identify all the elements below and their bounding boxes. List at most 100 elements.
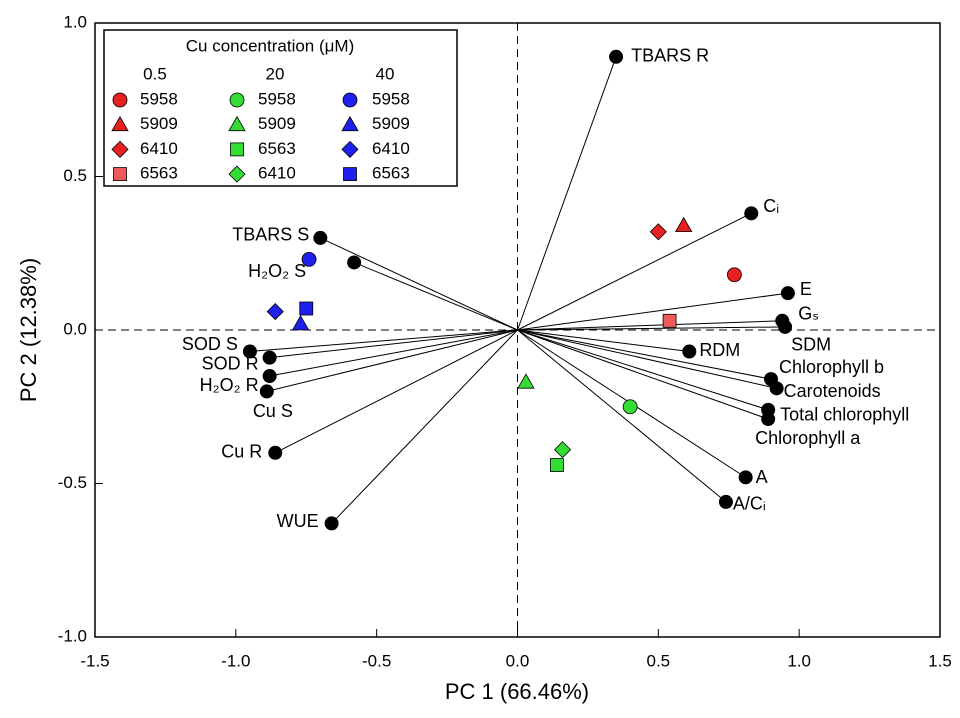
legend-label: 5958 [140,89,178,108]
y-axis-label: PC 2 (12.38%) [16,258,41,402]
loading-point [780,286,795,301]
loading-vector [517,329,727,503]
legend-label: 6410 [140,139,178,158]
x-axis-label: PC 1 (66.46%) [445,679,589,704]
loading-point [347,255,362,270]
legend-group-label: 20 [266,64,285,83]
loading-label: TBARS R [631,46,709,66]
loading-vector [517,292,788,331]
score-point [550,458,564,472]
loading-label: Cᵢ [763,196,779,216]
legend-marker [113,167,127,182]
loading-label: A [756,467,768,487]
loading-vector [320,237,518,331]
x-tick-label: -1.5 [80,651,109,670]
loading-point [761,412,776,427]
loading-point [259,384,274,399]
loading-vector [517,326,786,331]
loading-label: WUE [277,511,319,531]
loading-vector [266,329,518,392]
loading-label: Total chlorophyll [780,405,909,425]
legend-marker [342,92,358,108]
loading-vector [517,329,772,380]
loading-vector [517,329,769,411]
score-point [517,373,535,389]
loading-point [262,350,277,365]
x-tick-label: 0.0 [506,651,530,670]
y-tick-label: 1.0 [63,12,87,31]
loading-vector [275,329,518,454]
legend-marker [111,140,129,158]
loading-point [744,206,759,221]
score-point [674,216,693,233]
legend-label: 6410 [258,164,296,183]
x-tick-label: 1.5 [928,651,952,670]
loading-vector [517,329,777,389]
loading-point [262,369,277,384]
loading-point [609,49,624,64]
loading-vector [331,329,518,524]
y-tick-label: -1.0 [58,626,87,645]
loading-vector [517,56,617,331]
loading-label: Cu S [253,401,293,421]
legend-label: 5909 [140,114,178,133]
score-point [291,315,310,331]
loading-vector [517,329,690,352]
loading-label: SDM [791,335,831,355]
score-point [299,301,314,316]
legend-label: 6410 [372,139,410,158]
legend-marker [228,165,246,183]
loading-label: Gₛ [798,304,819,324]
loading-label: Chlorophyll b [779,357,884,377]
loading-label: Carotenoids [784,381,881,401]
loading-label: TBARS S [232,225,309,245]
loading-vector [269,329,518,377]
x-tick-label: -1.0 [221,651,250,670]
legend-group-label: 0.5 [143,64,167,83]
loading-point [738,470,753,485]
legend-label: 5958 [372,89,410,108]
legend-label: 5958 [258,89,296,108]
legend-label: 5909 [372,114,410,133]
loading-point [682,344,697,359]
x-tick-label: 1.0 [787,651,811,670]
legend-label: 5909 [258,114,296,133]
loading-point [242,344,257,359]
y-tick-label: 0.0 [63,319,87,338]
loading-vector [249,329,518,352]
x-tick-label: -0.5 [362,651,391,670]
loading-label: H₂O₂ R [200,375,259,395]
y-tick-label: -0.5 [58,473,87,492]
loading-label: RDM [699,340,740,360]
legend-marker [341,140,359,158]
score-point [266,303,284,321]
legend-marker [341,115,359,132]
legend-label: 6563 [140,164,178,183]
loading-vector [517,212,752,331]
score-point [622,399,638,415]
loading-point [778,319,793,334]
loading-label: A/Cᵢ [733,494,766,514]
score-point [301,251,317,267]
legend-box [103,29,458,187]
y-tick-label: 0.5 [63,166,87,185]
legend-title: Cu concentration (μM) [186,36,355,55]
score-point [649,223,667,241]
loading-vector [269,329,518,359]
legend-label: 6563 [372,164,410,183]
loading-point [268,445,283,460]
loading-vector [517,320,783,331]
loading-point [769,381,784,396]
legend-marker [111,115,129,132]
loading-point [718,494,733,509]
legend-group-label: 40 [376,64,395,83]
loading-vector [517,329,769,420]
legend-marker [343,167,357,182]
loading-label: H₂O₂ S [248,261,306,281]
x-tick-label: 0.5 [647,651,671,670]
legend-marker [112,92,128,108]
loading-label: Cu R [221,442,262,462]
score-point [662,313,677,328]
loading-label: Chlorophyll a [755,428,861,448]
